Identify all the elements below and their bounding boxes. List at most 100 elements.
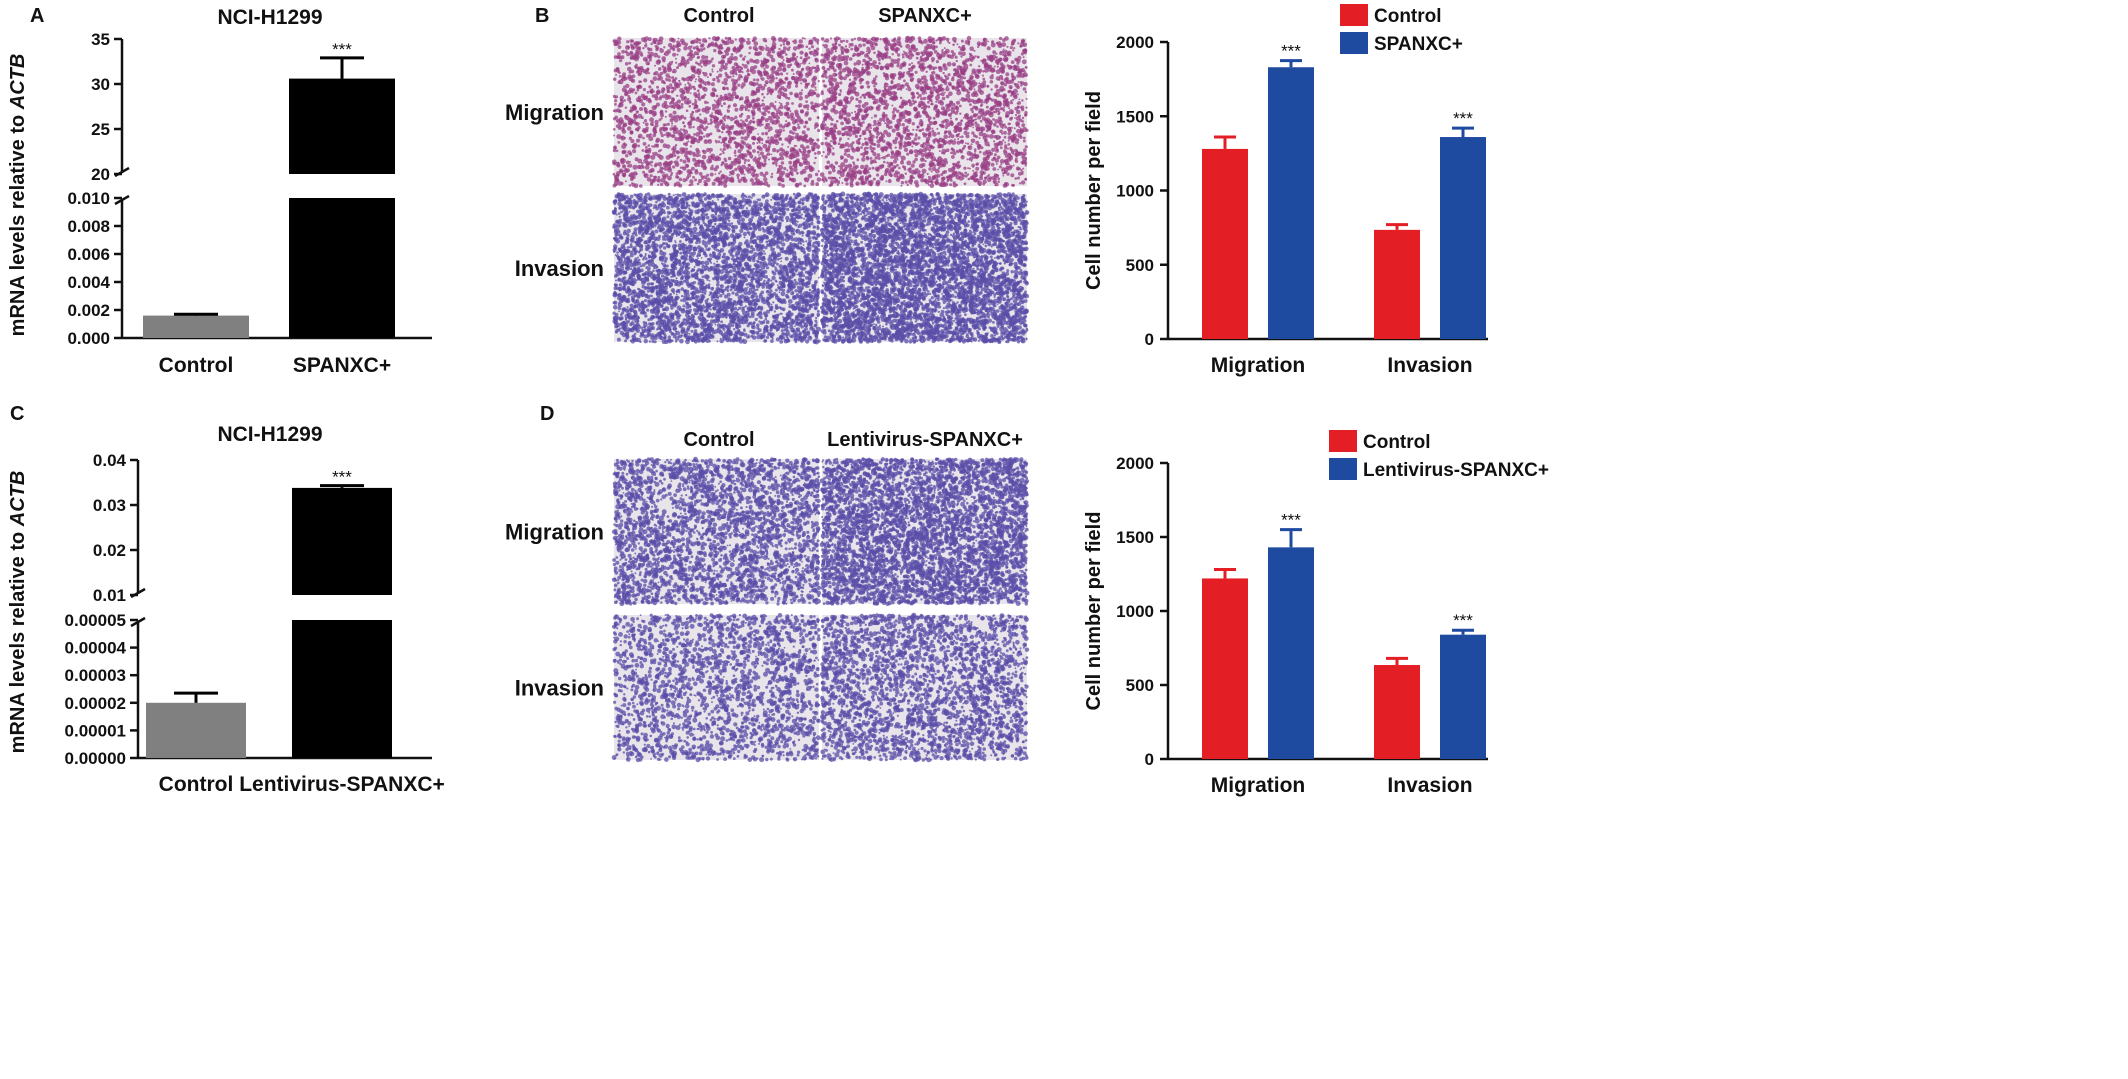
stained-cells [819, 35, 1029, 188]
micrograph-invasion-spanxc- [819, 191, 1030, 345]
y-tick-label: 25 [91, 120, 110, 139]
x-category-label: Lentivirus-SPANXC+ [239, 773, 445, 796]
bar-lower-segment [289, 198, 395, 338]
bar-upper-segment [292, 487, 392, 595]
stained-cells [611, 613, 821, 763]
y-tick-label: 0.002 [67, 301, 110, 320]
bar-invasion-control [1374, 665, 1420, 759]
micrograph-invasion-lentivirus-spanxc- [819, 612, 1030, 763]
micrograph-row-label: Invasion [515, 676, 604, 701]
y-tick-label: 0.04 [93, 451, 127, 470]
chart-c-ylabel: mRNA levels relative to ACTB [7, 471, 29, 754]
y-tick-label: 0.010 [67, 189, 110, 208]
y-tick-label: 1000 [1116, 602, 1154, 621]
y-tick-label: 1500 [1116, 107, 1154, 126]
micrograph-invasion-control [611, 613, 821, 763]
axis-break-mark [114, 194, 130, 206]
significance-label: *** [1281, 511, 1301, 530]
bar-migration-control [1202, 578, 1248, 759]
chart-a-ylabel: mRNA levels relative to ACTB [7, 54, 29, 337]
significance-label: *** [332, 40, 352, 59]
bar-migration-lentivirus-spanxc- [1268, 547, 1314, 759]
stained-cells [819, 191, 1030, 345]
y-tick-label: 0.01 [93, 586, 126, 605]
legend-label: SPANXC+ [1374, 34, 1463, 55]
y-tick-label: 35 [91, 30, 110, 49]
legend-swatch [1329, 458, 1357, 480]
legend-label: Lentivirus-SPANXC+ [1363, 460, 1549, 481]
chart-c-title: NCI-H1299 [217, 423, 322, 446]
y-tick-label: 0 [1145, 750, 1154, 769]
chart-a-title: NCI-H1299 [217, 6, 322, 29]
chart-b: 0 500 1000 1500 2000 Cell number per field ***… [1083, 4, 1488, 377]
panel-label-c: C [10, 403, 24, 425]
y-tick-label: 0 [1145, 330, 1154, 349]
legend-label: Control [1374, 6, 1442, 27]
stained-cells [611, 456, 822, 607]
bar-invasion-spanxc- [1440, 137, 1486, 339]
chart-d: 0 500 1000 1500 2000 Cell number per field ***… [1083, 430, 1549, 797]
micrograph-column-title: Control [683, 5, 754, 27]
y-tick-label: 30 [91, 75, 110, 94]
bar-control [146, 702, 246, 758]
micrograph-migration-control [612, 35, 822, 189]
x-category-label: Migration [1211, 354, 1306, 377]
x-category-label: Control [159, 773, 234, 796]
bar-invasion-control [1374, 229, 1420, 339]
stained-cells [612, 35, 822, 189]
micrograph-row-label: Migration [505, 520, 604, 545]
micrograph-column-title: Lentivirus-SPANXC+ [827, 429, 1023, 451]
stained-cells [819, 457, 1030, 606]
significance-label: *** [1453, 611, 1473, 630]
y-tick-label: 500 [1126, 676, 1154, 695]
y-tick-label: 2000 [1116, 33, 1154, 52]
legend-swatch [1329, 430, 1357, 452]
micrograph-grid-d: Control Lentivirus-SPANXC+ Migration Invasi… [505, 429, 1030, 763]
micrograph-row-label: Migration [505, 100, 604, 125]
y-tick-label: 0.00000 [65, 749, 126, 768]
y-tick-label: 0.006 [67, 245, 110, 264]
y-tick-label: 0.03 [93, 496, 126, 515]
y-tick-label: 0.00001 [65, 721, 126, 740]
axis-break-mark [130, 616, 146, 628]
y-tick-label: 0.008 [67, 217, 110, 236]
y-axis-label: Cell number per field [1083, 91, 1105, 290]
micrograph-migration-lentivirus-spanxc- [819, 457, 1030, 606]
bar-migration-spanxc- [1268, 67, 1314, 340]
y-tick-label: 1000 [1116, 182, 1154, 201]
x-category-label: Invasion [1387, 354, 1472, 377]
y-tick-label: 0.00002 [65, 694, 126, 713]
significance-label: *** [1453, 109, 1473, 128]
significance-label: *** [1281, 42, 1301, 61]
figure: A B C D NCI-H1299 NCI-H1299 mRNA levels … [7, 4, 1549, 797]
micrograph-column-title: Control [683, 429, 754, 451]
y-tick-label: 500 [1126, 256, 1154, 275]
bar-migration-control [1202, 148, 1248, 339]
y-tick-label: 0.00005 [65, 611, 126, 630]
y-tick-label: 20 [91, 165, 110, 184]
bar-invasion-lentivirus-spanxc- [1440, 634, 1486, 759]
y-tick-label: 1500 [1116, 528, 1154, 547]
bar-upper-segment [289, 78, 395, 174]
stained-cells [611, 192, 822, 345]
y-tick-label: 0.000 [67, 329, 110, 348]
x-category-label: Invasion [1387, 774, 1472, 797]
y-tick-label: 2000 [1116, 454, 1154, 473]
legend-label: Control [1363, 432, 1431, 453]
bar-lower-segment [292, 620, 392, 758]
micrograph-migration-spanxc- [819, 35, 1029, 188]
chart-a: 0.000 0.002 0.004 0.006 0.008 0.010 20 25 30 35 Co… [67, 30, 432, 377]
stained-cells [819, 612, 1030, 763]
panel-label-a: A [30, 5, 44, 27]
panel-label-d: D [540, 403, 554, 425]
micrograph-grid-b: Control SPANXC+ Migration Invasion [505, 5, 1030, 345]
micrograph-migration-control [611, 456, 822, 607]
y-tick-label: 0.004 [67, 273, 110, 292]
x-category-label: SPANXC+ [293, 354, 391, 377]
y-tick-label: 0.02 [93, 541, 126, 560]
y-axis-label: Cell number per field [1083, 512, 1105, 711]
y-tick-label: 0.00003 [65, 666, 126, 685]
legend-swatch [1340, 32, 1368, 54]
chart-c: 0.00000 0.00001 0.00002 0.00003 0.00004 0.000… [65, 451, 445, 796]
x-category-label: Control [159, 354, 234, 377]
